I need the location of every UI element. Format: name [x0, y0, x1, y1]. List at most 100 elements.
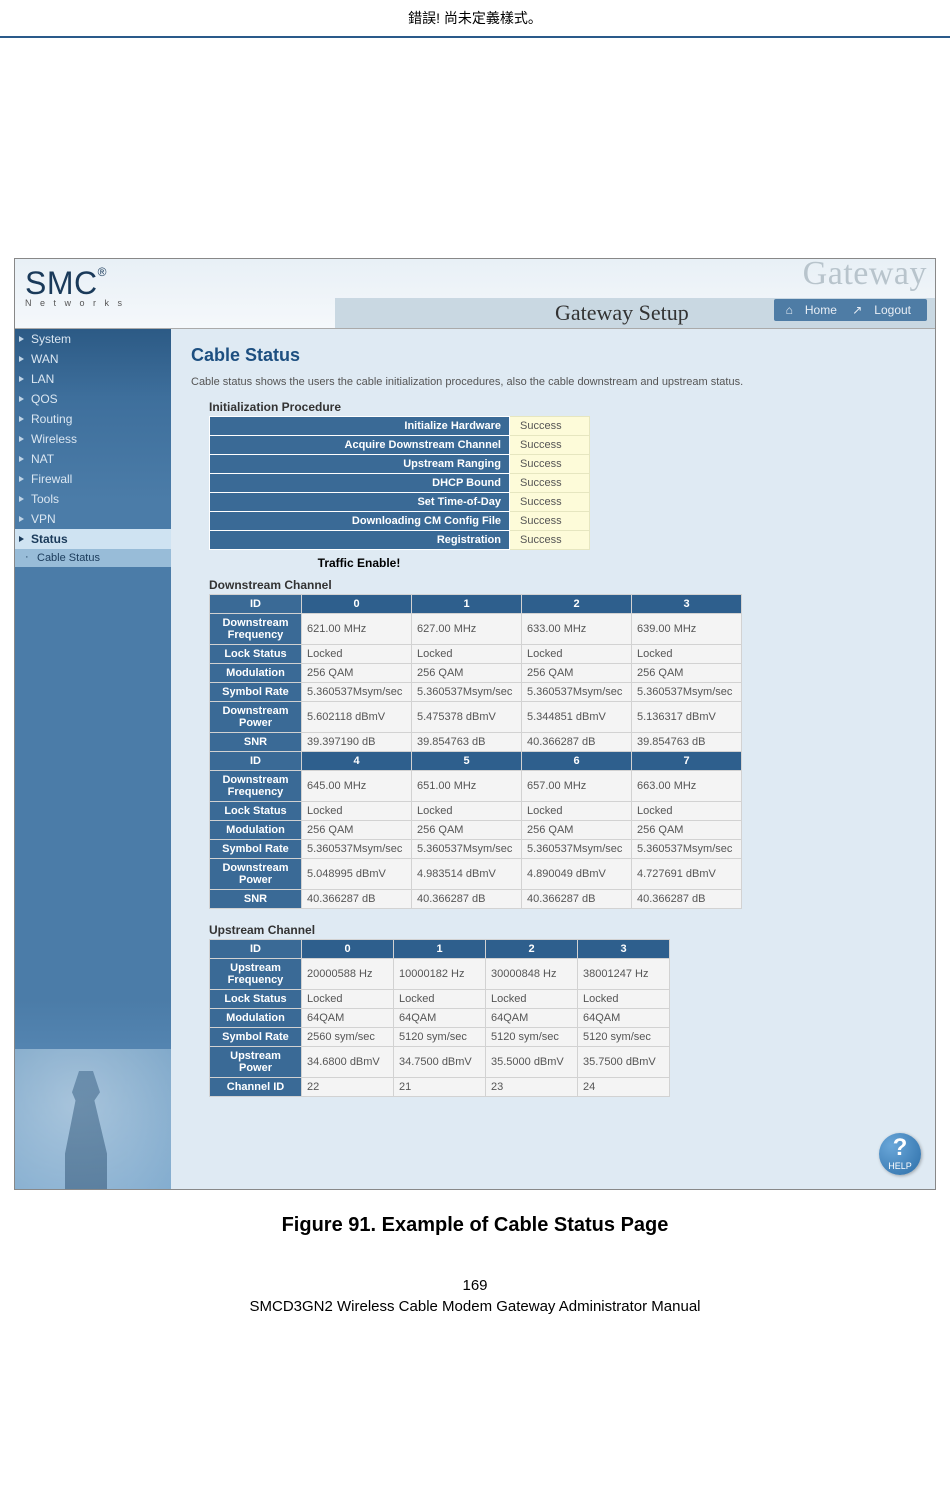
- downstream-table-2: ID4567Downstream Frequency645.00 MHz651.…: [209, 751, 742, 909]
- row-head: SNR: [210, 890, 302, 909]
- logo-text: SMC: [25, 265, 98, 301]
- row-head: Downstream Frequency: [210, 614, 302, 645]
- row-head: Lock Status: [210, 802, 302, 821]
- col-ch: 6: [522, 752, 632, 771]
- row-head: Modulation: [210, 664, 302, 683]
- logout-link[interactable]: Logout: [874, 303, 911, 317]
- cell: Locked: [302, 802, 412, 821]
- init-row-label: Registration: [210, 531, 510, 550]
- cell: 38001247 Hz: [578, 959, 670, 990]
- cell: 256 QAM: [412, 664, 522, 683]
- registered-icon: ®: [98, 265, 107, 279]
- row-head: Symbol Rate: [210, 840, 302, 859]
- row-head: Upstream Power: [210, 1047, 302, 1078]
- sidebar-decor: [15, 1049, 171, 1189]
- col-id: ID: [210, 752, 302, 771]
- cell: 40.366287 dB: [632, 890, 742, 909]
- sidebar-item-routing[interactable]: Routing: [15, 409, 171, 429]
- sidebar-item-lan[interactable]: LAN: [15, 369, 171, 389]
- cell: 5.344851 dBmV: [522, 702, 632, 733]
- sidebar-item-nat[interactable]: NAT: [15, 449, 171, 469]
- col-ch: 0: [302, 595, 412, 614]
- cell: 4.727691 dBmV: [632, 859, 742, 890]
- init-row-label: Initialize Hardware: [210, 417, 510, 436]
- header-links: ⌂Home ↗Logout: [774, 299, 927, 321]
- cell: 23: [486, 1078, 578, 1097]
- cell: Locked: [578, 990, 670, 1009]
- home-link[interactable]: Home: [805, 303, 837, 317]
- init-row-label: Set Time-of-Day: [210, 493, 510, 512]
- sidebar-item-system[interactable]: System: [15, 329, 171, 349]
- sidebar-item-status[interactable]: Status: [15, 529, 171, 549]
- cell: 5.602118 dBmV: [302, 702, 412, 733]
- us-section-label: Upstream Channel: [209, 923, 915, 937]
- row-head: Downstream Power: [210, 859, 302, 890]
- col-id: ID: [210, 940, 302, 959]
- cell: 2560 sym/sec: [302, 1028, 394, 1047]
- cell: 5.360537Msym/sec: [522, 840, 632, 859]
- cell: 651.00 MHz: [412, 771, 522, 802]
- cell: 657.00 MHz: [522, 771, 632, 802]
- init-table: Initialize HardwareSuccessAcquire Downst…: [209, 416, 590, 550]
- cell: 40.366287 dB: [302, 890, 412, 909]
- cell: 39.854763 dB: [412, 733, 522, 752]
- cell: 5.360537Msym/sec: [412, 840, 522, 859]
- cell: 256 QAM: [632, 664, 742, 683]
- col-id: ID: [210, 595, 302, 614]
- cell: 64QAM: [578, 1009, 670, 1028]
- row-head: SNR: [210, 733, 302, 752]
- cell: 34.7500 dBmV: [394, 1047, 486, 1078]
- cell: 5.475378 dBmV: [412, 702, 522, 733]
- cell: 5.360537Msym/sec: [302, 840, 412, 859]
- row-head: Downstream Power: [210, 702, 302, 733]
- cell: 21: [394, 1078, 486, 1097]
- sidebar-item-qos[interactable]: QOS: [15, 389, 171, 409]
- content-area: Cable Status Cable status shows the user…: [171, 329, 935, 1189]
- col-ch: 2: [486, 940, 578, 959]
- home-icon: ⌂: [786, 303, 793, 317]
- init-row-label: Acquire Downstream Channel: [210, 436, 510, 455]
- sidebar-item-tools[interactable]: Tools: [15, 489, 171, 509]
- col-ch: 1: [394, 940, 486, 959]
- cell: 30000848 Hz: [486, 959, 578, 990]
- logo-subtext: N e t w o r k s: [25, 298, 125, 308]
- cell: 256 QAM: [302, 821, 412, 840]
- ds-section-label: Downstream Channel: [209, 578, 915, 592]
- col-ch: 0: [302, 940, 394, 959]
- cell: Locked: [302, 645, 412, 664]
- cell: Locked: [394, 990, 486, 1009]
- sidebar-item-wireless[interactable]: Wireless: [15, 429, 171, 449]
- cell: 4.983514 dBmV: [412, 859, 522, 890]
- cell: 256 QAM: [522, 664, 632, 683]
- help-label: HELP: [879, 1161, 921, 1171]
- row-head: Upstream Frequency: [210, 959, 302, 990]
- init-row-value: Success: [510, 436, 590, 455]
- brand-watermark: Gateway: [803, 255, 927, 293]
- sidebar-item-wan[interactable]: WAN: [15, 349, 171, 369]
- cell: 5120 sym/sec: [394, 1028, 486, 1047]
- row-head: Symbol Rate: [210, 1028, 302, 1047]
- logo-block: SMC® N e t w o r k s: [25, 265, 125, 308]
- help-button[interactable]: ? HELP: [879, 1133, 921, 1175]
- sidebar-sub-cable-status[interactable]: Cable Status: [15, 549, 171, 567]
- figure-caption: Figure 91. Example of Cable Status Page: [0, 1214, 950, 1237]
- cell: 5.360537Msym/sec: [302, 683, 412, 702]
- screenshot-ui: SMC® N e t w o r k s Gateway Gateway Set…: [14, 258, 936, 1190]
- help-icon: ?: [879, 1135, 921, 1161]
- cell: 5120 sym/sec: [486, 1028, 578, 1047]
- sidebar-item-firewall[interactable]: Firewall: [15, 469, 171, 489]
- sidebar-item-vpn[interactable]: VPN: [15, 509, 171, 529]
- traffic-enable: Traffic Enable!: [209, 554, 509, 572]
- init-row-value: Success: [510, 474, 590, 493]
- page-number: 169: [0, 1277, 950, 1294]
- row-head: Downstream Frequency: [210, 771, 302, 802]
- row-head: Channel ID: [210, 1078, 302, 1097]
- cell: 5.048995 dBmV: [302, 859, 412, 890]
- init-row-label: DHCP Bound: [210, 474, 510, 493]
- cell: 24: [578, 1078, 670, 1097]
- init-section-label: Initialization Procedure: [209, 400, 915, 414]
- cell: 64QAM: [486, 1009, 578, 1028]
- cell: 34.6800 dBmV: [302, 1047, 394, 1078]
- cell: 5.360537Msym/sec: [522, 683, 632, 702]
- cell: 621.00 MHz: [302, 614, 412, 645]
